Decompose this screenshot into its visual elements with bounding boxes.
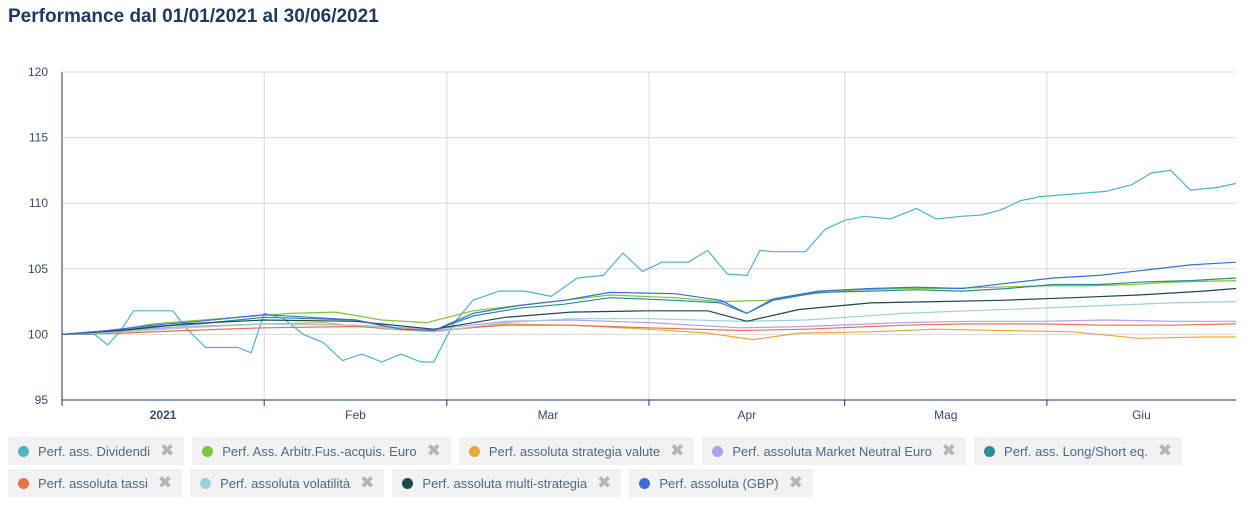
legend-item-label: Perf. assoluta (GBP) xyxy=(659,475,779,491)
legend-item-label: Perf. assoluta strategia valute xyxy=(488,443,661,459)
series-color-dot-icon xyxy=(468,445,480,457)
legend-item-label: Perf. ass. Dividendi xyxy=(38,443,150,459)
legend-item[interactable]: Perf. assoluta (GBP) ✖ xyxy=(629,469,813,497)
legend-item[interactable]: Perf. assoluta Market Neutral Euro ✖ xyxy=(702,437,967,465)
legend-item-label: Perf. assoluta multi-strategia xyxy=(422,475,588,491)
x-tick-label: Mar xyxy=(538,408,559,422)
x-tick-label: 2021 xyxy=(150,408,177,422)
series-line xyxy=(62,169,1237,363)
series-line xyxy=(61,261,1237,335)
series-color-dot-icon xyxy=(200,477,212,489)
y-tick-label: 100 xyxy=(28,327,48,341)
remove-series-icon[interactable]: ✖ xyxy=(426,440,441,461)
y-tick-label: 120 xyxy=(28,65,48,79)
legend-item-label: Perf. assoluta volatilità xyxy=(220,475,351,491)
x-tick-label: Feb xyxy=(345,408,366,422)
remove-series-icon[interactable]: ✖ xyxy=(157,472,173,493)
legend-item[interactable]: Perf. assoluta multi-strategia ✖ xyxy=(392,469,622,497)
legend-row: Perf. assoluta tassi ✖ Perf. assoluta vola… xyxy=(8,469,1248,497)
remove-series-icon[interactable]: ✖ xyxy=(597,472,612,493)
legend-item[interactable]: Perf. assoluta tassi ✖ xyxy=(8,469,183,497)
x-tick-label: Giu xyxy=(1132,408,1151,422)
line-chart: 95 100 105 110 115 120 2021 Feb Mar Apr Mag Giu xyxy=(28,65,1237,422)
remove-series-icon[interactable]: ✖ xyxy=(360,472,375,493)
series-color-dot-icon xyxy=(639,477,651,489)
legend-item[interactable]: Perf. Ass. Arbitr.Fus.-acquis. Euro ✖ xyxy=(192,437,451,465)
y-tick-label: 110 xyxy=(29,196,48,210)
remove-series-icon[interactable]: ✖ xyxy=(160,440,175,461)
remove-series-icon[interactable]: ✖ xyxy=(941,440,957,461)
series-line xyxy=(61,287,1237,335)
series-color-dot-icon xyxy=(18,445,29,457)
legend-item[interactable]: Perf. ass. Long/Short eq. ✖ xyxy=(974,437,1183,465)
legend-row: Perf. ass. Dividendi ✖ Perf. Ass. Arbitr.F… xyxy=(8,437,1248,465)
x-tick-label: Apr xyxy=(737,408,756,422)
legend-item[interactable]: Perf. assoluta volatilità ✖ xyxy=(190,469,385,497)
chart-title: Performance dal 01/01/2021 al 30/06/2021 xyxy=(8,6,379,27)
y-tick-label: 95 xyxy=(35,393,49,407)
legend-item[interactable]: Perf. assoluta strategia valute ✖ xyxy=(458,437,695,465)
legend-item[interactable]: Perf. ass. Dividendi ✖ xyxy=(8,437,185,465)
legend: Perf. ass. Dividendi ✖ Perf. Ass. Arbitr.F… xyxy=(8,437,1248,501)
legend-item-label: Perf. assoluta tassi xyxy=(38,475,148,491)
series-color-dot-icon xyxy=(402,477,414,489)
series-line xyxy=(61,301,1237,335)
series-color-dot-icon xyxy=(984,445,996,457)
legend-item-label: Perf. assoluta Market Neutral Euro xyxy=(732,443,932,459)
series-color-dot-icon xyxy=(202,445,214,457)
y-tick-label: 105 xyxy=(28,262,48,276)
series-line xyxy=(61,277,1237,335)
legend-item-label: Perf. ass. Long/Short eq. xyxy=(1004,443,1148,459)
series-line xyxy=(61,323,1237,335)
legend-item-label: Perf. Ass. Arbitr.Fus.-acquis. Euro xyxy=(222,443,417,459)
x-tick-label: Mag xyxy=(934,408,957,422)
series-color-dot-icon xyxy=(712,445,724,457)
remove-series-icon[interactable]: ✖ xyxy=(670,440,685,461)
remove-series-icon[interactable]: ✖ xyxy=(788,472,803,493)
y-tick-label: 115 xyxy=(29,131,48,145)
series-color-dot-icon xyxy=(18,477,29,489)
remove-series-icon[interactable]: ✖ xyxy=(1157,440,1173,461)
